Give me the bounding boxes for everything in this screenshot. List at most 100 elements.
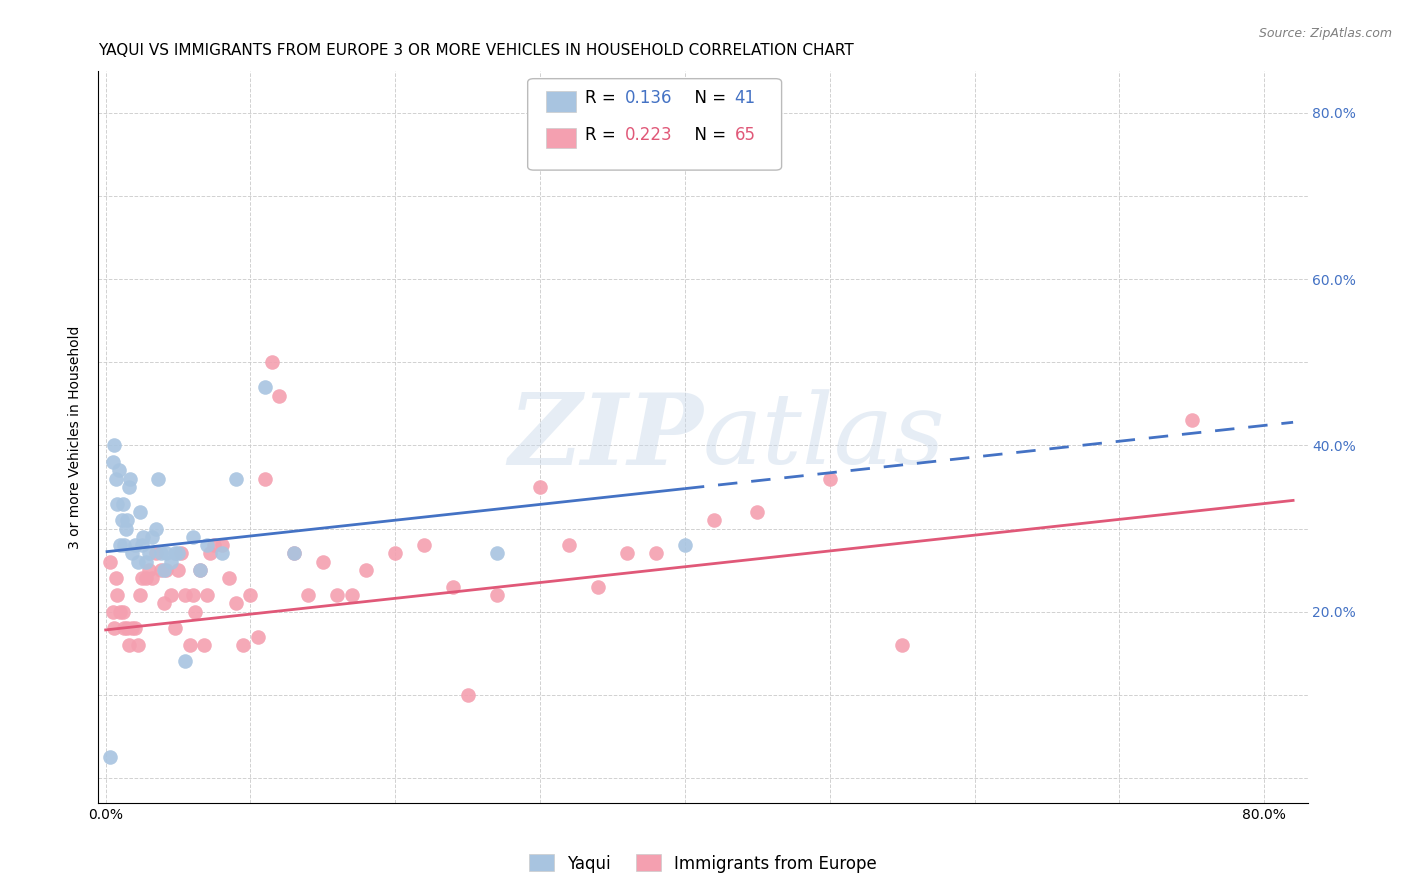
Point bbox=[225, 472, 247, 486]
Point bbox=[118, 480, 141, 494]
Point bbox=[529, 480, 551, 494]
Point bbox=[747, 505, 769, 519]
Point bbox=[135, 555, 157, 569]
Point bbox=[155, 563, 177, 577]
Point bbox=[120, 472, 142, 486]
Point bbox=[132, 530, 155, 544]
Point bbox=[115, 521, 138, 535]
Point bbox=[174, 655, 197, 669]
Point bbox=[127, 555, 149, 569]
Point bbox=[110, 513, 132, 527]
Point bbox=[616, 546, 638, 560]
Point bbox=[218, 571, 240, 585]
Point bbox=[198, 546, 221, 560]
Point bbox=[114, 621, 136, 635]
Point bbox=[193, 638, 215, 652]
Point bbox=[188, 563, 211, 577]
Point bbox=[211, 538, 233, 552]
Point bbox=[170, 546, 193, 560]
Point bbox=[114, 538, 136, 552]
Point bbox=[184, 605, 207, 619]
Point bbox=[107, 463, 129, 477]
Point bbox=[283, 546, 305, 560]
Point bbox=[108, 538, 131, 552]
Point bbox=[103, 438, 125, 452]
Point bbox=[129, 505, 152, 519]
Point bbox=[117, 513, 139, 527]
Point bbox=[152, 563, 174, 577]
Text: 65: 65 bbox=[734, 126, 755, 144]
Point bbox=[159, 555, 181, 569]
Point bbox=[127, 638, 149, 652]
Point bbox=[1181, 413, 1204, 427]
Text: YAQUI VS IMMIGRANTS FROM EUROPE 3 OR MORE VEHICLES IN HOUSEHOLD CORRELATION CHAR: YAQUI VS IMMIGRANTS FROM EUROPE 3 OR MOR… bbox=[98, 43, 855, 58]
Point bbox=[211, 546, 233, 560]
Point bbox=[195, 588, 218, 602]
Point bbox=[105, 588, 128, 602]
Point bbox=[558, 538, 581, 552]
Point bbox=[246, 630, 269, 644]
Point bbox=[159, 588, 181, 602]
Point bbox=[312, 555, 335, 569]
Point bbox=[98, 750, 121, 764]
Point bbox=[121, 621, 143, 635]
Point bbox=[103, 621, 125, 635]
Point bbox=[384, 546, 406, 560]
Text: 0.136: 0.136 bbox=[624, 89, 672, 107]
Point bbox=[239, 588, 262, 602]
Point bbox=[703, 513, 725, 527]
Point bbox=[457, 688, 479, 702]
Point bbox=[262, 355, 284, 369]
Point bbox=[138, 563, 160, 577]
Point bbox=[118, 638, 141, 652]
Point bbox=[145, 546, 167, 560]
Point bbox=[232, 638, 254, 652]
Point bbox=[117, 621, 139, 635]
Point bbox=[108, 605, 131, 619]
Point bbox=[253, 472, 276, 486]
Point bbox=[174, 588, 197, 602]
Point bbox=[112, 497, 135, 511]
Text: R =: R = bbox=[585, 89, 620, 107]
Point bbox=[167, 563, 190, 577]
Point bbox=[326, 588, 349, 602]
Point bbox=[101, 605, 124, 619]
Point bbox=[155, 546, 177, 560]
Text: N =: N = bbox=[683, 126, 731, 144]
Point bbox=[269, 388, 291, 402]
Text: 0.223: 0.223 bbox=[624, 126, 672, 144]
Point bbox=[112, 605, 135, 619]
Point bbox=[891, 638, 914, 652]
Legend: Yaqui, Immigrants from Europe: Yaqui, Immigrants from Europe bbox=[522, 847, 884, 880]
Point bbox=[181, 530, 204, 544]
Point bbox=[586, 580, 609, 594]
Point bbox=[485, 546, 508, 560]
Point bbox=[121, 546, 143, 560]
Point bbox=[818, 472, 841, 486]
Point bbox=[124, 538, 146, 552]
Point bbox=[225, 596, 247, 610]
Point bbox=[98, 555, 121, 569]
Point bbox=[673, 538, 696, 552]
Point bbox=[356, 563, 378, 577]
Point bbox=[149, 563, 172, 577]
Text: N =: N = bbox=[683, 89, 731, 107]
Point bbox=[179, 638, 201, 652]
Point bbox=[141, 571, 163, 585]
Point bbox=[146, 472, 169, 486]
Point bbox=[283, 546, 305, 560]
Point bbox=[138, 546, 160, 560]
Text: ZIP: ZIP bbox=[508, 389, 703, 485]
FancyBboxPatch shape bbox=[546, 91, 576, 112]
Point bbox=[131, 571, 153, 585]
Point bbox=[145, 521, 167, 535]
Text: Source: ZipAtlas.com: Source: ZipAtlas.com bbox=[1258, 27, 1392, 40]
Point bbox=[413, 538, 436, 552]
Point bbox=[104, 472, 127, 486]
Point bbox=[645, 546, 668, 560]
Text: 41: 41 bbox=[734, 89, 755, 107]
Point bbox=[124, 621, 146, 635]
Point bbox=[165, 621, 187, 635]
Y-axis label: 3 or more Vehicles in Household: 3 or more Vehicles in Household bbox=[69, 326, 83, 549]
Point bbox=[104, 571, 127, 585]
